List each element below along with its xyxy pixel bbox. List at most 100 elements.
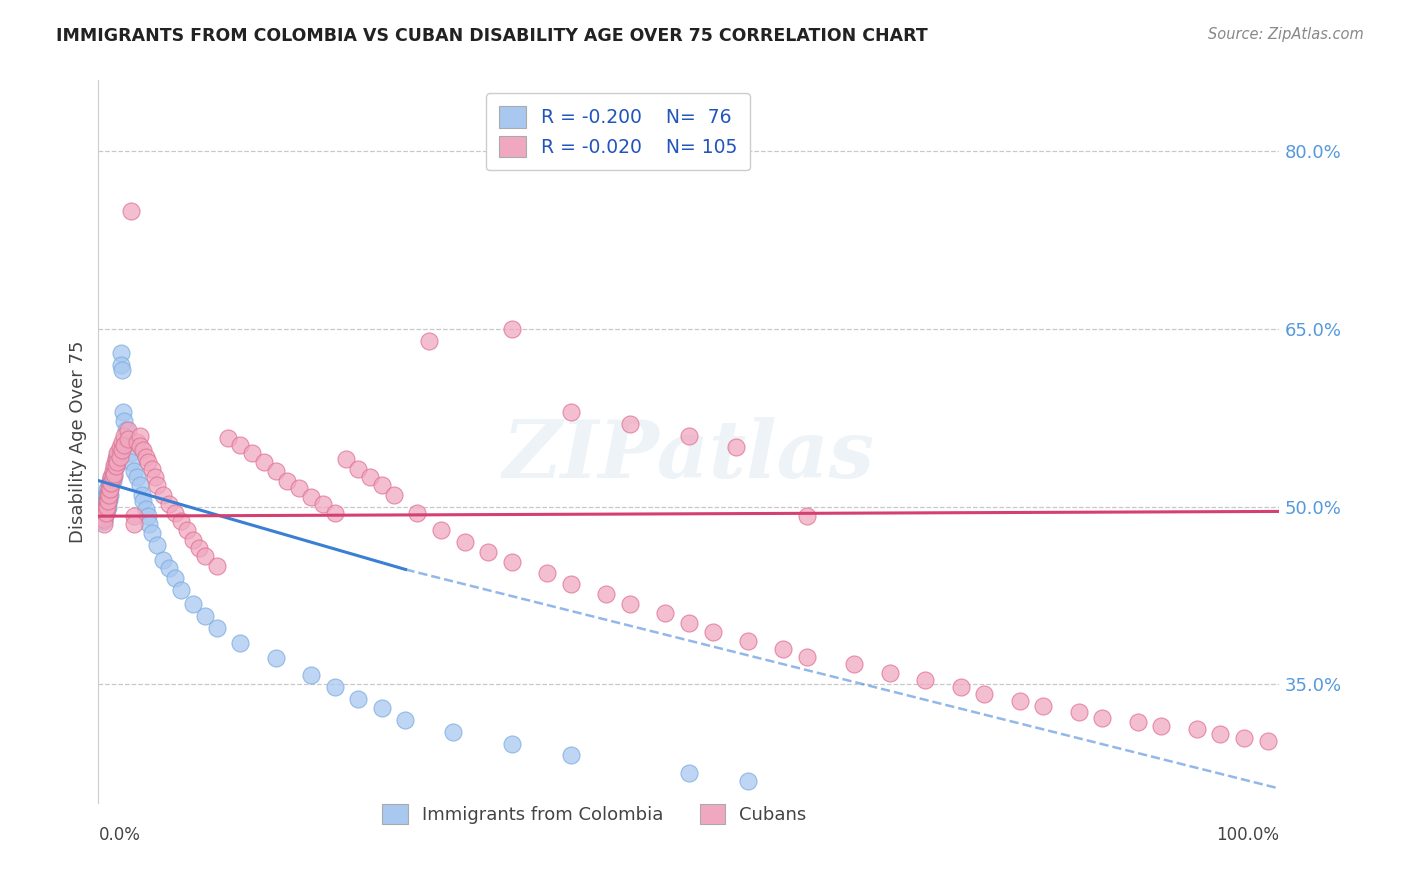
Point bbox=[229, 636, 252, 650]
Point bbox=[96, 482, 118, 496]
Point bbox=[93, 514, 115, 528]
Point bbox=[122, 509, 145, 524]
Point bbox=[138, 517, 160, 532]
Point bbox=[107, 446, 129, 460]
Point bbox=[103, 462, 125, 476]
Point bbox=[98, 488, 121, 502]
Point bbox=[702, 625, 724, 640]
Point bbox=[91, 506, 114, 520]
Point bbox=[1233, 731, 1256, 745]
Point bbox=[253, 455, 276, 469]
Text: IMMIGRANTS FROM COLOMBIA VS CUBAN DISABILITY AGE OVER 75 CORRELATION CHART: IMMIGRANTS FROM COLOMBIA VS CUBAN DISABI… bbox=[56, 27, 928, 45]
Point bbox=[120, 446, 142, 460]
Point bbox=[394, 713, 416, 727]
Point bbox=[536, 566, 558, 580]
Point bbox=[323, 680, 346, 694]
Point bbox=[146, 478, 169, 492]
Point bbox=[737, 633, 759, 648]
Point bbox=[98, 492, 121, 507]
Point bbox=[264, 464, 287, 478]
Point bbox=[111, 363, 134, 377]
Point bbox=[98, 481, 121, 495]
Point bbox=[117, 423, 139, 437]
Point bbox=[136, 509, 159, 524]
Point bbox=[879, 665, 901, 680]
Legend: Immigrants from Colombia, Cubans: Immigrants from Colombia, Cubans bbox=[370, 791, 820, 837]
Text: 100.0%: 100.0% bbox=[1216, 827, 1279, 845]
Text: ZIPatlas: ZIPatlas bbox=[503, 417, 875, 495]
Point bbox=[371, 478, 394, 492]
Point bbox=[371, 701, 394, 715]
Point bbox=[98, 488, 121, 502]
Point bbox=[406, 506, 429, 520]
Point bbox=[98, 478, 121, 492]
Point bbox=[108, 450, 131, 464]
Point bbox=[135, 502, 157, 516]
Point bbox=[128, 478, 150, 492]
Point bbox=[101, 470, 124, 484]
Point bbox=[973, 687, 995, 701]
Point bbox=[1008, 694, 1031, 708]
Point bbox=[111, 442, 134, 457]
Point bbox=[132, 493, 155, 508]
Point bbox=[97, 488, 120, 502]
Point bbox=[1150, 719, 1173, 733]
Point bbox=[110, 345, 132, 359]
Y-axis label: Disability Age Over 75: Disability Age Over 75 bbox=[69, 340, 87, 543]
Point bbox=[131, 488, 153, 502]
Point bbox=[844, 657, 866, 672]
Point bbox=[136, 455, 159, 469]
Point bbox=[105, 452, 128, 467]
Point bbox=[1185, 723, 1208, 737]
Point bbox=[98, 475, 121, 490]
Point bbox=[127, 470, 149, 484]
Point bbox=[796, 650, 818, 665]
Point bbox=[91, 511, 114, 525]
Text: Source: ZipAtlas.com: Source: ZipAtlas.com bbox=[1208, 27, 1364, 42]
Point bbox=[229, 438, 252, 452]
Point bbox=[194, 608, 217, 623]
Point bbox=[105, 452, 128, 467]
Point bbox=[619, 597, 641, 611]
Point bbox=[441, 724, 464, 739]
Point bbox=[1126, 715, 1149, 730]
Point bbox=[101, 467, 124, 481]
Point bbox=[122, 517, 145, 532]
Point bbox=[98, 482, 121, 496]
Point bbox=[100, 470, 122, 484]
Point bbox=[103, 458, 125, 473]
Point bbox=[127, 434, 149, 449]
Point bbox=[914, 673, 936, 687]
Point bbox=[737, 774, 759, 789]
Point bbox=[165, 571, 187, 585]
Point bbox=[98, 485, 121, 500]
Point bbox=[359, 470, 381, 484]
Point bbox=[501, 737, 523, 751]
Point bbox=[96, 502, 118, 516]
Point bbox=[1209, 727, 1232, 741]
Point bbox=[101, 474, 124, 488]
Point bbox=[725, 441, 748, 455]
Point bbox=[105, 446, 128, 460]
Point bbox=[181, 597, 204, 611]
Point bbox=[91, 500, 114, 514]
Point bbox=[1257, 734, 1279, 748]
Point bbox=[240, 446, 263, 460]
Point bbox=[194, 549, 217, 564]
Point bbox=[100, 475, 122, 490]
Point bbox=[91, 506, 114, 520]
Point bbox=[110, 358, 132, 372]
Point bbox=[170, 582, 193, 597]
Point bbox=[288, 481, 311, 495]
Point bbox=[187, 541, 209, 556]
Point bbox=[94, 500, 117, 514]
Point bbox=[157, 497, 180, 511]
Point bbox=[132, 442, 155, 457]
Point bbox=[96, 488, 118, 502]
Point bbox=[93, 511, 115, 525]
Point bbox=[796, 509, 818, 524]
Point bbox=[117, 434, 139, 449]
Point bbox=[299, 668, 322, 682]
Point bbox=[98, 474, 121, 488]
Point bbox=[96, 493, 118, 508]
